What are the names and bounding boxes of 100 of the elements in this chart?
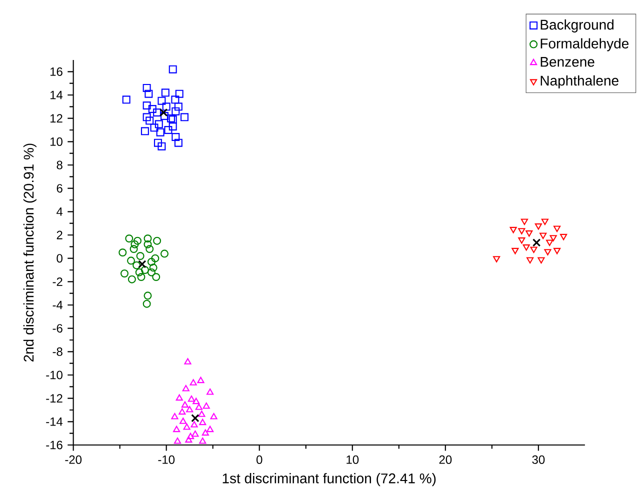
point (128, 275, 136, 284)
point (180, 113, 188, 122)
y-tick-label: 16 (50, 67, 62, 76)
point (175, 90, 184, 98)
y-tick-label: -2 (52, 277, 62, 286)
y-tick-label: -16 (46, 440, 62, 450)
point (168, 65, 177, 74)
point (158, 96, 166, 105)
point (148, 104, 156, 113)
point (136, 252, 144, 260)
point (174, 437, 182, 444)
point (560, 234, 568, 240)
legend-label: Benzene (540, 57, 594, 67)
point (176, 394, 183, 401)
point (118, 248, 127, 256)
point (138, 260, 146, 268)
point (183, 423, 190, 430)
point (540, 232, 547, 239)
point (512, 248, 519, 254)
point (188, 395, 196, 402)
point (526, 257, 534, 264)
point (153, 236, 162, 245)
point (144, 240, 152, 248)
point (181, 401, 188, 408)
point (172, 132, 180, 141)
point (518, 237, 526, 244)
point (526, 230, 533, 237)
point (172, 107, 180, 116)
y-tick-label: -4 (52, 300, 63, 310)
x-tick-label: -20 (65, 455, 82, 464)
y-tick-label: 6 (56, 184, 62, 193)
point (147, 268, 156, 276)
point (532, 238, 541, 247)
point (150, 124, 158, 132)
y-tick-label: 0 (56, 254, 62, 263)
x-tick-label: 10 (346, 455, 359, 464)
point (146, 116, 154, 125)
point (534, 223, 542, 230)
point (210, 413, 218, 420)
y-tick-label: -12 (46, 394, 62, 403)
x-tick-label: 0 (256, 455, 262, 464)
point (202, 429, 209, 436)
point (174, 102, 182, 111)
point (544, 249, 552, 256)
point (120, 269, 128, 278)
x-axis-title: 1st discriminant function (72.41 %) (222, 473, 436, 486)
point (160, 112, 168, 120)
y-tick-label: 8 (56, 160, 62, 170)
point (190, 379, 197, 386)
point (140, 127, 149, 136)
point (168, 122, 177, 130)
point (142, 84, 151, 92)
point (151, 254, 160, 262)
point (518, 228, 526, 234)
point (187, 432, 194, 440)
point (152, 272, 160, 281)
point (530, 246, 538, 253)
point (164, 126, 172, 134)
point (130, 244, 138, 253)
point (186, 406, 194, 412)
point (192, 430, 199, 437)
point (134, 236, 142, 245)
point (199, 437, 206, 444)
point (160, 250, 168, 258)
y-tick-label: -14 (46, 418, 63, 426)
point (206, 388, 214, 395)
point (154, 120, 163, 128)
point (130, 240, 139, 248)
point (173, 426, 180, 432)
point (546, 240, 554, 246)
y-axis-title: 2nd discriminant function (20.91 %) (23, 144, 36, 362)
point (180, 418, 187, 424)
point (510, 226, 517, 234)
point (191, 414, 200, 422)
point (199, 418, 206, 426)
point (127, 256, 136, 265)
point (520, 218, 528, 225)
legend-label: Background (540, 19, 614, 32)
point (147, 258, 156, 266)
point (158, 142, 166, 150)
point (553, 248, 561, 254)
x-tick-label: 20 (439, 455, 452, 464)
point (522, 244, 530, 251)
point (171, 96, 180, 104)
point (541, 218, 548, 225)
point (144, 90, 153, 98)
y-tick-label: 2 (56, 230, 62, 240)
y-tick-label: 4 (56, 208, 63, 216)
point (206, 426, 214, 432)
point (185, 436, 192, 443)
point (153, 108, 162, 116)
point (195, 404, 202, 410)
point (198, 410, 206, 417)
point (144, 234, 152, 242)
point (159, 108, 168, 117)
point (142, 300, 151, 308)
y-tick-label: 10 (50, 137, 62, 146)
point (550, 235, 557, 242)
point (162, 102, 170, 111)
point (137, 272, 146, 281)
